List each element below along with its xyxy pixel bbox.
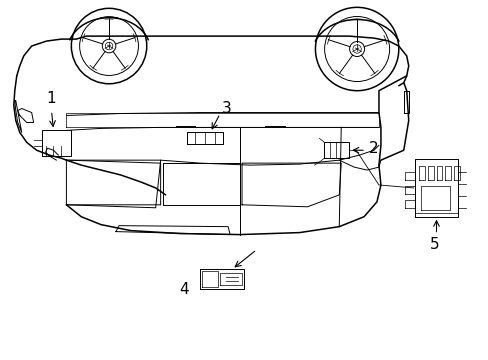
- Text: 1: 1: [46, 91, 56, 106]
- Circle shape: [352, 45, 361, 53]
- Circle shape: [105, 42, 113, 50]
- Text: 3: 3: [222, 101, 231, 116]
- Text: 5: 5: [429, 237, 438, 252]
- Text: 4: 4: [179, 282, 189, 297]
- Text: 2: 2: [368, 141, 378, 156]
